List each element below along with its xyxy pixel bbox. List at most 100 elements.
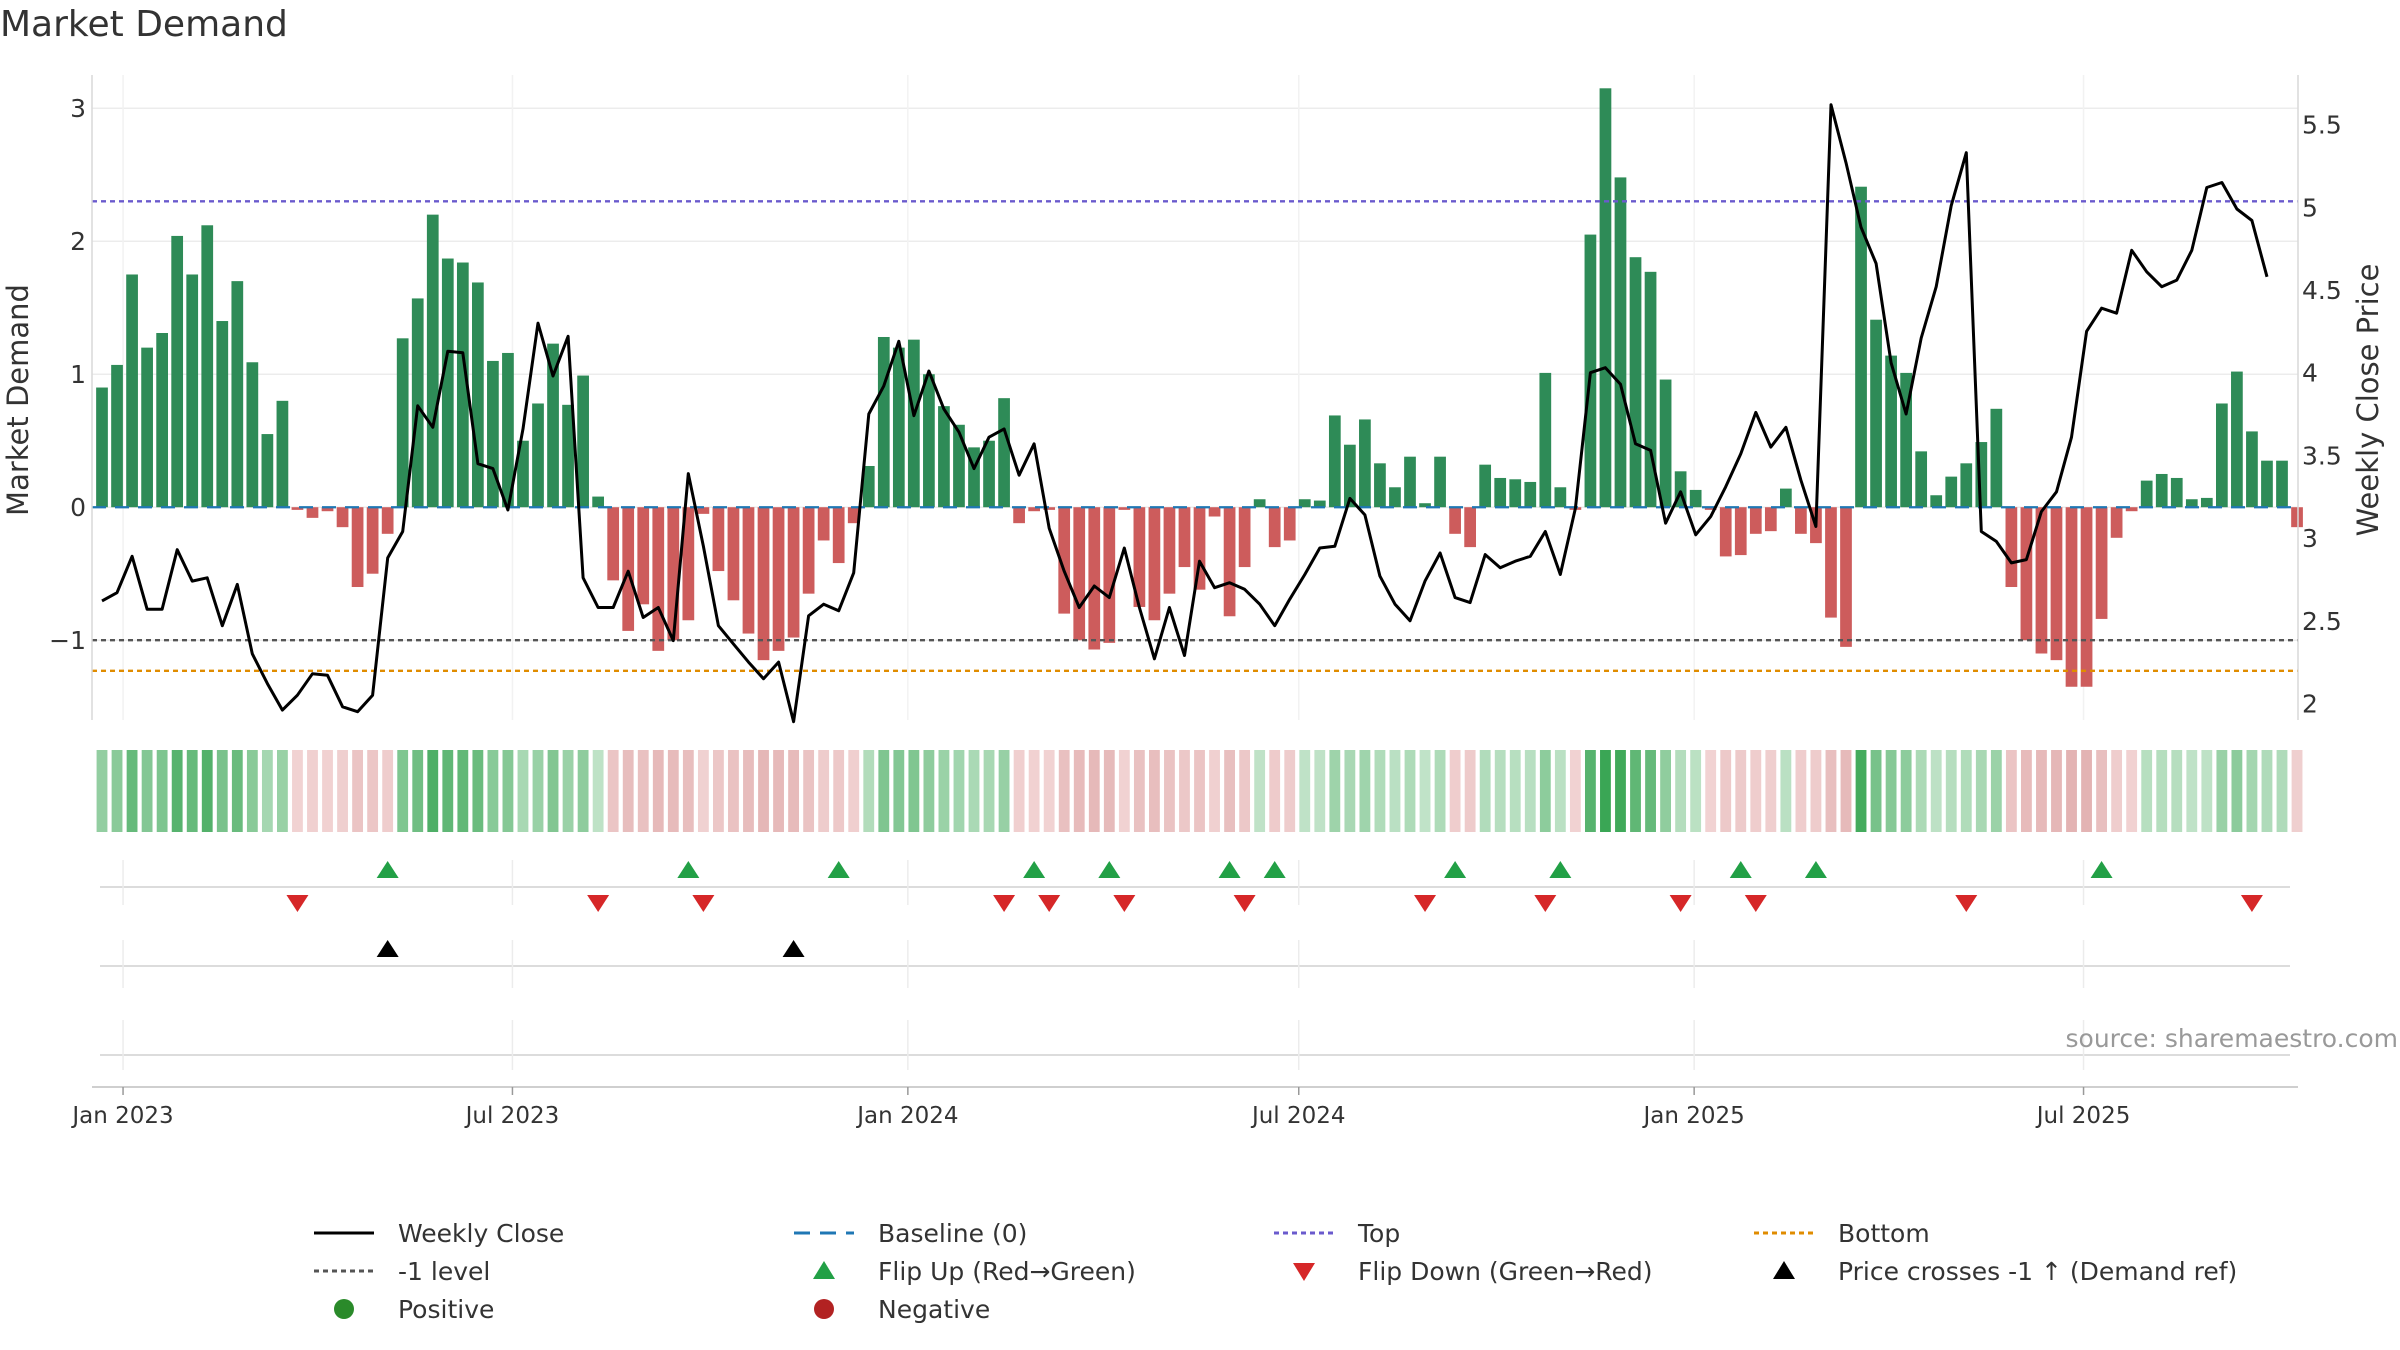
heat-strip-cell <box>2096 750 2107 832</box>
demand-bar <box>1178 507 1191 568</box>
reference-lines-layer <box>92 200 2298 672</box>
heat-strip-cell <box>2156 750 2168 832</box>
heat-strip-cell <box>1975 750 1987 832</box>
demand-bar <box>772 507 785 651</box>
heat-strip-cell <box>382 750 394 832</box>
heat-strip-cell <box>1028 750 1040 832</box>
demand-bar <box>907 339 920 508</box>
demand-bar <box>2215 403 2228 508</box>
heat-strip-cell <box>2261 750 2273 832</box>
demand-bar <box>1343 444 1356 508</box>
heat-strip-cell <box>2216 750 2228 832</box>
legend-bottom: Bottom <box>1752 1215 1930 1251</box>
legend-label: Flip Down (Green→Red) <box>1358 1256 1653 1286</box>
demand-bar <box>862 465 875 508</box>
heat-strip-cell <box>923 750 935 832</box>
heat-strip-cell <box>773 750 784 832</box>
demand-bar <box>276 400 289 508</box>
demand-bar <box>607 507 620 581</box>
heat-strip-cell <box>2276 750 2288 832</box>
legend-label: Positive <box>398 1294 495 1324</box>
demand-bar <box>1509 479 1522 508</box>
demand-bar <box>1238 507 1251 568</box>
heat-strip-cell <box>1840 750 1852 832</box>
demand-bar <box>1659 379 1672 508</box>
demand-bar <box>1990 408 2003 508</box>
heat-strip-cell <box>1344 750 1356 832</box>
heat-strip-cell <box>1675 750 1687 832</box>
heat-strip-cell <box>953 750 965 832</box>
heat-strip-cell <box>743 750 754 832</box>
demand-bar <box>366 507 379 574</box>
demand-bar <box>2231 371 2243 508</box>
left-tick-label: 0 <box>70 493 86 522</box>
x-axis-layer: Jan 2023 Jul 2023 Jan 2024 Jul 2024 Jan 2025… <box>70 1086 2298 1129</box>
heat-strip-cell <box>2111 750 2123 832</box>
heat-strip-cell <box>1945 750 1957 832</box>
heat-strip-cell <box>682 750 694 832</box>
price-cross-marker <box>376 940 399 957</box>
axes-layer: 3 2 1 0 −1 5.5 5 4.5 4 3.5 3 2.5 2 Market Demand Weekl… <box>1 75 2385 720</box>
heat-strip-cell <box>1088 750 1100 832</box>
heat-strip-cell <box>397 750 409 832</box>
heat-strip-cell <box>592 750 604 832</box>
heat-strip-cell <box>1194 750 1205 832</box>
demand-bar <box>502 352 514 508</box>
heat-strip-cell <box>577 750 589 832</box>
heat-strip-cell <box>2231 750 2243 832</box>
heat-strip-cell <box>1404 750 1416 832</box>
heat-strip-cell <box>1930 750 1942 832</box>
flip-up-marker <box>677 861 700 878</box>
heat-strip-cell <box>1179 750 1190 832</box>
heat-strip-cell <box>1960 750 1972 832</box>
flip-up-marker <box>1729 861 1752 878</box>
demand-bar <box>1359 419 1371 508</box>
right-tick-label: 4.5 <box>2302 276 2342 305</box>
demand-bar <box>96 387 108 508</box>
flip-up-marker <box>1444 861 1467 878</box>
legend-solid-line-icon <box>314 1231 374 1235</box>
heat-strip-cell <box>171 750 183 832</box>
flip-up-marker <box>1218 861 1241 878</box>
demand-bar <box>742 507 755 634</box>
demand-bar <box>877 336 890 508</box>
heat-strip-cell <box>2051 750 2062 832</box>
legend-label: Flip Up (Red→Green) <box>878 1256 1136 1286</box>
heat-strip-cell <box>96 750 108 832</box>
heat-strip-cell <box>111 750 123 832</box>
demand-bar <box>1825 507 1837 618</box>
heat-strip-cell <box>547 750 559 832</box>
heat-strip-cell <box>833 750 845 832</box>
demand-bar <box>547 343 559 508</box>
heat-strip-cell <box>1705 750 1717 832</box>
source-note: source: sharemaestro.com <box>2065 1024 2399 1053</box>
heat-strip-cell <box>442 750 454 832</box>
flip-down-marker <box>587 895 610 912</box>
demand-bar <box>682 507 695 621</box>
flip-down-marker <box>692 895 715 912</box>
flip-down-marker <box>1534 895 1557 912</box>
heat-strip-cell <box>2005 750 2017 832</box>
heat-strip-cell <box>803 750 815 832</box>
flip-up-marker <box>376 861 399 878</box>
legend-dotted-line-icon <box>314 1269 374 1273</box>
heat-strip-cell <box>2021 750 2032 832</box>
demand-bar <box>712 507 725 572</box>
demand-bar <box>892 347 905 508</box>
demand-bar <box>847 507 860 524</box>
heat-strip-cell <box>2081 750 2092 832</box>
heat-strip-cell <box>2201 750 2213 832</box>
demand-bar <box>1930 495 1943 508</box>
demand-bar <box>727 507 740 601</box>
x-tick-label: Jul 2025 <box>2035 1103 2131 1129</box>
demand-bar <box>1058 507 1071 614</box>
heat-strip-cell <box>472 750 484 832</box>
heat-strip-cell <box>758 750 769 832</box>
heat-strip-cell <box>277 750 288 832</box>
demand-bar <box>1779 488 1792 508</box>
demand-bars-layer <box>96 88 2303 687</box>
demand-bar <box>171 235 184 508</box>
flip-down-marker <box>1744 895 1767 912</box>
heat-strip-cell <box>1885 750 1897 832</box>
legend-price-cross: Price crosses -1 ↑ (Demand ref) <box>1752 1253 2237 1289</box>
